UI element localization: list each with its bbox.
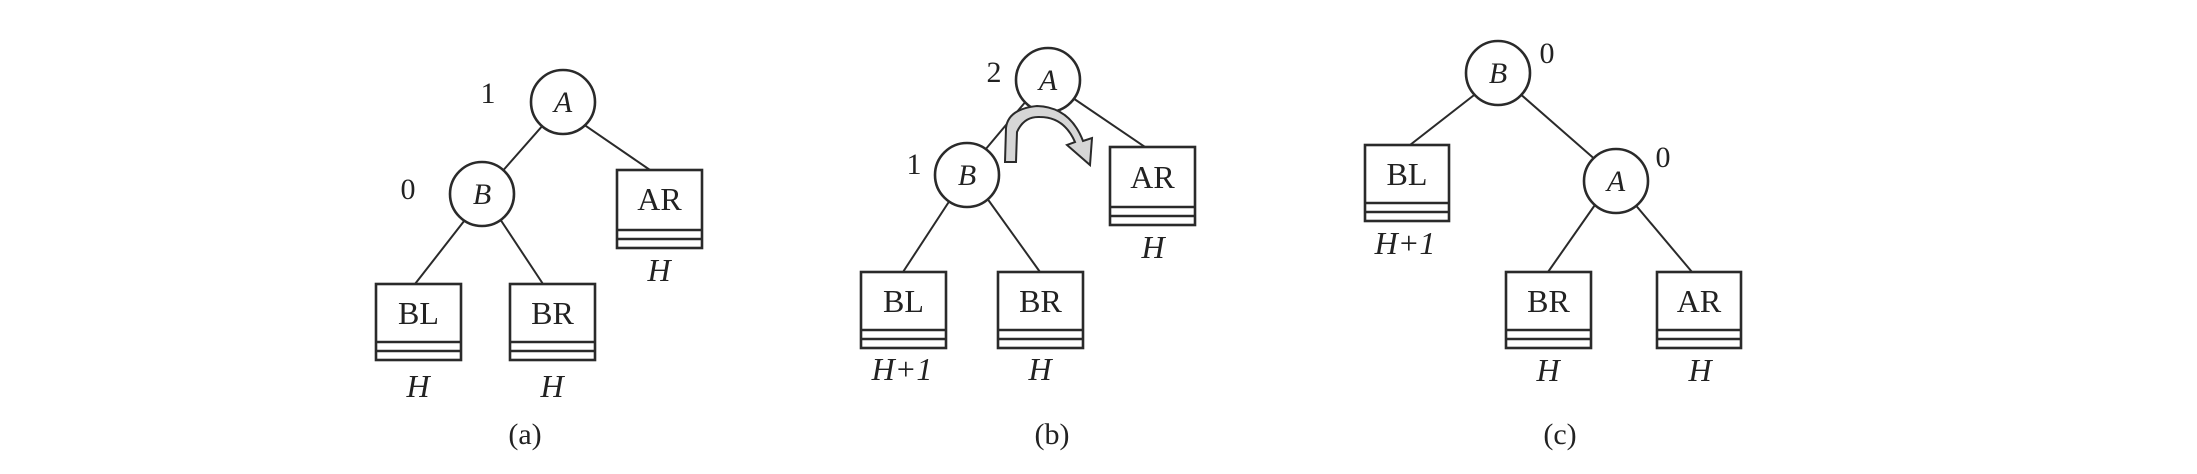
panel-caption: (c) [1543, 418, 1576, 451]
subtree-height-bl: H+1 [871, 351, 933, 387]
panel-c-node-b: B [1464, 39, 1532, 107]
panel-a-node-a: A [529, 68, 597, 136]
subtree-label: AR [637, 181, 682, 217]
subtree-label: BR [531, 295, 574, 331]
edge-a-b-to-bl [414, 215, 469, 285]
node-label: B [1489, 57, 1507, 90]
subtree-height-bl: H [405, 368, 431, 404]
subtree-height-br: H [1535, 352, 1561, 388]
panel-a-subtree-br: BR [508, 282, 597, 362]
subtree-label: AR [1130, 159, 1175, 195]
panel-c: B 0 A 0 BL H+1 BR H AR [1363, 37, 1743, 451]
panel-caption: (a) [508, 418, 541, 451]
edge-c-b-to-a [1517, 91, 1599, 163]
subtree-height-ar: H [646, 252, 672, 288]
subtree-label: BR [1527, 283, 1570, 319]
balance-factor-b: 0 [1540, 37, 1555, 70]
node-label: B [473, 178, 491, 211]
subtree-height-br: H [1027, 351, 1053, 387]
balance-factor-b: 0 [401, 173, 416, 206]
panel-b-subtree-bl: BL [859, 270, 948, 350]
panel-a-subtree-ar: AR [615, 168, 704, 250]
panel-a-node-b: B [448, 160, 516, 228]
subtree-label: BR [1019, 283, 1062, 319]
edge-c-b-to-bl [1409, 91, 1479, 146]
balance-factor-b: 1 [907, 148, 922, 181]
rotation-arrow-icon [1003, 104, 1094, 168]
node-label: A [1605, 165, 1626, 198]
panel-caption: (b) [1035, 418, 1070, 451]
balance-factor-a: 0 [1656, 141, 1671, 174]
node-label: A [552, 86, 573, 119]
edge-b-b-to-bl [902, 193, 955, 273]
edge-b-a-to-ar [1066, 93, 1146, 148]
edge-a-a-to-b [499, 123, 545, 175]
subtree-height-ar: H [1140, 229, 1166, 265]
panel-a-subtree-bl: BL [374, 282, 463, 362]
panel-a: A 1 B 0 AR H BL H BR [374, 68, 704, 451]
node-label: B [958, 159, 976, 192]
panel-c-subtree-br: BR [1504, 270, 1593, 350]
edge-a-a-to-ar [582, 123, 651, 171]
edge-b-b-to-br [983, 193, 1041, 273]
subtree-height-bl: H+1 [1374, 225, 1436, 261]
edge-a-b-to-br [497, 215, 544, 285]
edge-c-a-to-ar [1632, 201, 1693, 273]
panel-c-node-a: A [1582, 147, 1650, 215]
node-label: A [1037, 64, 1058, 97]
balance-factor-a: 1 [481, 77, 496, 110]
panel-b-subtree-br: BR [996, 270, 1085, 350]
panel-b-node-b: B [933, 141, 1001, 209]
edge-c-a-to-br [1547, 201, 1598, 273]
panel-b-subtree-ar: AR [1108, 145, 1197, 227]
panel-c-subtree-bl: BL [1363, 143, 1451, 223]
subtree-height-br: H [539, 368, 565, 404]
balance-factor-a: 2 [987, 56, 1002, 89]
subtree-label: BL [398, 295, 439, 331]
panel-c-subtree-ar: AR [1655, 270, 1743, 350]
panel-b: A 2 B 1 AR H BL H+1 [859, 46, 1197, 451]
subtree-height-ar: H [1687, 352, 1713, 388]
subtree-label: BL [883, 283, 924, 319]
subtree-label: BL [1387, 156, 1428, 192]
panel-b-node-a: A [1014, 46, 1082, 114]
subtree-label: AR [1677, 283, 1722, 319]
